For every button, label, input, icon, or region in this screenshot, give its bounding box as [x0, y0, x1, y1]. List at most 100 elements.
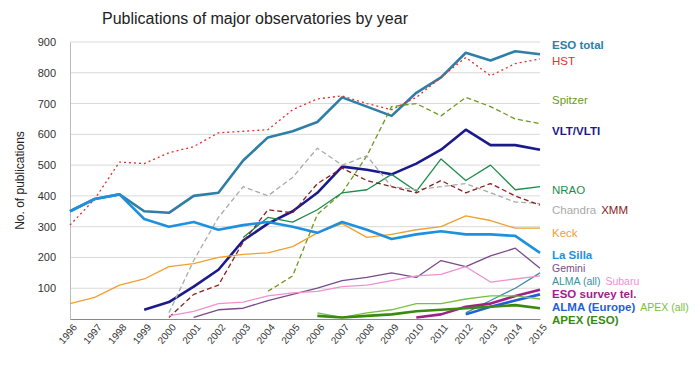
grid-line	[70, 42, 540, 43]
legend-entry: VLT/VLTI	[552, 125, 600, 137]
legend-entry: La Silla	[552, 249, 593, 261]
y-tick-label: 900	[38, 36, 56, 48]
x-tick-label: 2005	[279, 321, 302, 345]
x-tick: 2012	[452, 319, 475, 346]
x-tick-label: 2014	[502, 321, 525, 345]
grid-line	[70, 288, 540, 289]
x-tick: 2005	[279, 319, 302, 346]
x-tick-label: 1996	[56, 321, 79, 345]
grid-line	[70, 134, 540, 135]
y-tick: 300	[38, 221, 70, 233]
legend: ESO total HST Spitzer VLT/VLTI NRAO Chandra XM…	[552, 39, 689, 326]
x-tick: 2013	[477, 319, 500, 346]
y-tick: 200	[38, 251, 70, 263]
x-tick-label: 2010	[403, 321, 426, 345]
series-line	[169, 267, 540, 316]
legend-entry: APEX (all)	[640, 301, 688, 313]
y-tick-label: 100	[38, 282, 56, 294]
x-tick-label: 2007	[329, 321, 352, 345]
x-tick-label: 2001	[180, 321, 203, 345]
y-tick-label: 600	[38, 128, 56, 140]
legend-entry: Spitzer	[552, 94, 588, 106]
chart: Publications of major observatories by y…	[0, 0, 700, 372]
y-axis-title: No. of publications	[13, 131, 27, 230]
series-line	[144, 130, 540, 310]
y-tick: 800	[38, 67, 70, 79]
x-tick: 2015	[526, 319, 549, 346]
x-tick-label: 2000	[155, 321, 178, 345]
y-tick: 100	[38, 282, 70, 294]
title: Publications of major observatories by y…	[102, 10, 409, 27]
y-tick-label: 400	[38, 190, 56, 202]
legend-entry: XMM	[601, 204, 628, 216]
legend-entry: ESO survey tel.	[552, 288, 636, 300]
y-tick: 500	[38, 159, 70, 171]
y-tick-label: 800	[38, 67, 56, 79]
legend-entry: NRAO	[552, 184, 585, 196]
y-tick-label: 500	[38, 159, 56, 171]
x-axis-line	[71, 319, 541, 320]
x-tick-label: 2013	[477, 321, 500, 345]
x-tick: 1999	[131, 319, 154, 346]
legend-entry: Gemini	[552, 262, 585, 274]
x-tick-label: 2011	[428, 321, 451, 345]
x-tick-label: 2002	[205, 321, 228, 345]
x-tick-label: 1998	[106, 321, 129, 345]
series-line	[194, 248, 540, 317]
x-tick-label: 2009	[378, 321, 401, 345]
y-tick-label: 200	[38, 251, 56, 263]
x-tick: 2009	[378, 319, 401, 346]
x-tick: 2004	[254, 319, 277, 346]
x-tick-label: 2003	[230, 321, 253, 345]
y-tick-label: 700	[38, 98, 56, 110]
x-tick-label: 2006	[304, 321, 327, 345]
y-tick: 900	[38, 36, 70, 48]
x-tick: 2006	[304, 319, 327, 346]
lines	[70, 51, 540, 317]
x-tick: 1997	[81, 319, 104, 346]
y-tick: 600	[38, 128, 70, 140]
grid-line	[70, 72, 540, 73]
x-tick: 1998	[106, 319, 129, 346]
y-tick: 400	[38, 190, 70, 202]
grid-line	[70, 226, 540, 227]
legend-entry: ESO total	[552, 39, 604, 51]
y-tick: 700	[38, 98, 70, 110]
x-tick: 2001	[180, 319, 203, 346]
legend-entry: Keck	[552, 227, 578, 239]
grid	[70, 42, 540, 288]
x-tick: 1996	[56, 319, 79, 346]
x-tick: 2014	[502, 319, 525, 346]
grid-line	[70, 165, 540, 166]
x-tick: 2008	[353, 319, 376, 346]
x-tick: 2011	[428, 319, 451, 345]
x-axis: 1996199719981999200020012002200320042005…	[56, 319, 549, 346]
series-line	[317, 296, 540, 318]
legend-entry: APEX (ESO)	[552, 314, 619, 326]
y-tick-label: 300	[38, 221, 56, 233]
y-axis: 100 200 300 400 500 600 700 800 900	[38, 36, 71, 319]
x-tick-label: 2015	[526, 321, 549, 345]
x-tick-label: 2012	[452, 321, 475, 345]
series-line	[70, 57, 540, 225]
x-tick-label: 1999	[131, 321, 154, 345]
grid-line	[70, 257, 540, 258]
x-tick: 2010	[403, 319, 426, 346]
y-axis-line	[70, 43, 71, 320]
legend-entry: HST	[552, 55, 575, 67]
grid-line	[70, 195, 540, 196]
series-line	[317, 305, 540, 317]
x-tick-label: 2004	[254, 321, 277, 345]
series-line	[70, 194, 540, 252]
legend-entry: Chandra	[552, 204, 597, 216]
legend-entry: ALMA (Europe)	[552, 301, 635, 313]
x-tick: 2000	[155, 319, 178, 346]
x-tick: 2003	[230, 319, 253, 346]
series-line	[169, 168, 540, 317]
legend-entry: ALMA (all)	[552, 275, 600, 287]
x-tick-label: 1997	[81, 321, 104, 345]
x-tick-label: 2008	[353, 321, 376, 345]
legend-entry: Subaru	[605, 275, 639, 287]
x-tick: 2002	[205, 319, 228, 346]
x-tick: 2007	[329, 319, 352, 346]
